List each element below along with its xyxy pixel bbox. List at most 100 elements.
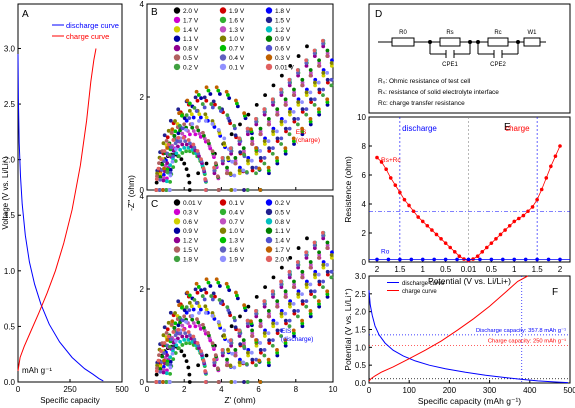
panel-b-data-point (187, 101, 192, 106)
panel-b-data-point (325, 48, 330, 53)
panel-b-legend-marker (219, 26, 227, 33)
panel-c-data-point (192, 297, 197, 302)
panel-c-data-point (216, 380, 221, 384)
panel-b-data-point (270, 97, 275, 102)
panel-b-data-point (304, 112, 309, 117)
panel-b-data-point (162, 159, 166, 164)
panel-c-data-point (283, 292, 288, 297)
panel-c-data-point (212, 360, 217, 365)
panel-c-data-point (187, 293, 192, 298)
panel-c-data-point (200, 294, 205, 298)
panel-c-data-point (180, 334, 185, 339)
panel-b-legend-label: 1.1 V (183, 36, 199, 43)
panel-c-data-point (226, 347, 230, 352)
panel-e-data-point (466, 257, 471, 262)
panel-c-data-point (154, 380, 159, 384)
panel-c-data-point (173, 351, 178, 355)
panel-c-data-point (300, 292, 304, 297)
panel-c-legend-label: 0.9 V (183, 228, 199, 235)
panel-b-data-point (160, 162, 165, 167)
panel-e-data-point (398, 257, 402, 262)
panel-c-data-point (271, 321, 275, 326)
panel-c-data-point (266, 357, 271, 362)
circuit-label-w1: W1 (528, 30, 538, 36)
circuit-node (468, 40, 472, 44)
panel-c-data-point (161, 370, 166, 375)
panel-b-data-point (225, 165, 229, 170)
panel-c-data-point (267, 341, 272, 345)
panel-b-data-point (227, 96, 232, 101)
panel-c-data-point (196, 285, 201, 289)
panel-b-data-point (238, 122, 242, 127)
panel-c-data-point (204, 290, 209, 295)
panel-e-data-point (512, 257, 517, 262)
panel-c-data-point (279, 311, 284, 316)
panel-b-data-point (237, 171, 242, 176)
panel-a-xlabel: Specific capacity (40, 396, 100, 405)
panel-c-data-point (295, 260, 300, 264)
panel-b-data-point (300, 109, 305, 114)
panel-b-data-point (170, 127, 175, 132)
panel-b-data-point (187, 180, 192, 185)
panel-c-data-point (217, 284, 222, 288)
panel-b-data-point (257, 166, 262, 171)
panel-b-legend-marker (219, 54, 227, 61)
panel-a-ytick-label: 2.0 (4, 156, 16, 165)
panel-c-data-point (229, 380, 234, 384)
panel-c-data-point (292, 334, 296, 338)
panel-b-data-point (271, 126, 276, 131)
panel-b-data-point (249, 127, 253, 132)
panel-c-legend-marker (219, 227, 227, 234)
panel-b-data-point (262, 161, 267, 166)
panel-c-data-point (254, 308, 258, 313)
panel-b-data-point (176, 107, 181, 112)
panel-e-ytick-label: 8 (362, 142, 367, 151)
circuit-rc (487, 37, 509, 47)
panel-c-data-point (242, 344, 247, 349)
panel-c-data-point (225, 357, 229, 362)
panel-c-data-point (325, 289, 330, 294)
panel-b-data-point (330, 58, 334, 63)
panel-b-data-point (321, 38, 325, 43)
panel-e-data-point (498, 232, 503, 237)
panel-c-data-point (174, 343, 179, 348)
panel-c-legend-marker (173, 246, 181, 253)
panel-b-data-point (181, 135, 186, 140)
panel-c-data-point (288, 299, 293, 303)
panel-c-data-point (178, 339, 183, 344)
panel-c-data-point (279, 334, 284, 338)
panel-b-data-point (317, 63, 321, 68)
panel-c-data-point (308, 308, 313, 313)
panel-e-region-label: discharge (402, 124, 437, 133)
panel-b-data-point (266, 165, 271, 170)
panel-c-data-point (195, 317, 199, 322)
panel-b-data-point (254, 122, 259, 127)
panel-b-data-point (305, 44, 309, 49)
panel-c-data-point (203, 311, 208, 315)
panel-b-data-point (188, 141, 192, 146)
panel-a-xtick-label: 500 (115, 385, 129, 394)
panel-c-data-point (225, 305, 230, 310)
panel-c-data-point (254, 357, 259, 362)
panel-c-data-point (309, 292, 314, 297)
panel-c-legend-label: 1.8 V (183, 256, 199, 263)
panel-c-data-point (246, 350, 250, 355)
panel-c-data-point (165, 362, 170, 366)
panel-c-data-point (195, 341, 200, 345)
panel-b-legend-label: 0.01 V (275, 64, 294, 71)
panel-b-data-point (159, 157, 163, 162)
panel-c-data-point (246, 348, 251, 352)
panel-a-ytick-label: 3.0 (4, 44, 16, 53)
panel-c-data-point (217, 297, 222, 302)
panel-c-data-point (184, 334, 189, 339)
panel-b-data-point (296, 73, 301, 78)
panel-b-data-point (245, 126, 250, 131)
panel-b-data-point (204, 161, 209, 166)
panel-b-data-point (263, 93, 268, 98)
panel-b-data-point (168, 163, 173, 168)
panel-c-data-point (308, 314, 313, 319)
panel-c-legend-marker (265, 236, 273, 244)
panel-c-data-point (173, 333, 178, 338)
panel-b-data-point (275, 139, 280, 144)
panel-b-data-point (235, 104, 240, 109)
